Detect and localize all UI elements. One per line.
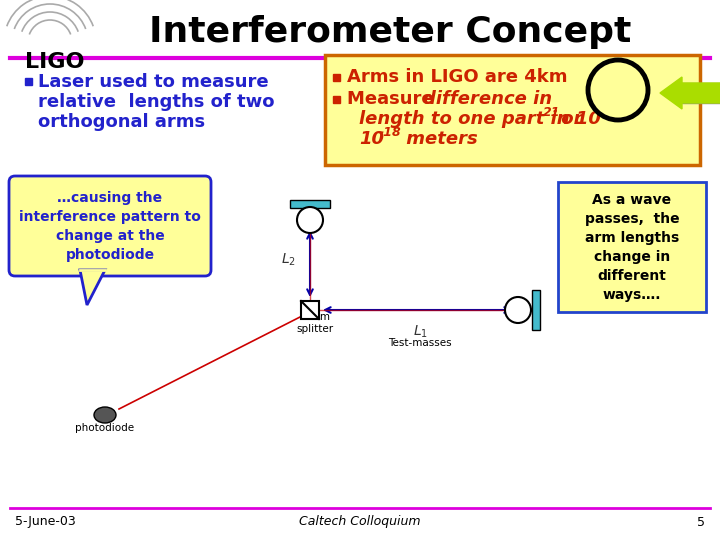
Bar — [290, 200, 330, 208]
Text: $L_2$: $L_2$ — [281, 252, 295, 268]
Text: Beam
splitter: Beam splitter — [297, 313, 333, 334]
Text: length to one part in 10: length to one part in 10 — [359, 110, 601, 128]
FancyArrow shape — [682, 83, 720, 103]
FancyBboxPatch shape — [325, 55, 700, 165]
Text: photodiode: photodiode — [66, 248, 155, 262]
Text: interference pattern to: interference pattern to — [19, 210, 201, 224]
Text: Arms in LIGO are 4km: Arms in LIGO are 4km — [347, 68, 567, 86]
Text: Interferometer Concept: Interferometer Concept — [149, 15, 631, 49]
Text: difference in: difference in — [423, 90, 552, 108]
Text: Test-masses: Test-masses — [388, 338, 452, 348]
Text: …causing the: …causing the — [58, 191, 163, 205]
FancyArrow shape — [660, 77, 720, 109]
Bar — [25, 78, 32, 85]
Text: change at the: change at the — [55, 229, 164, 243]
Text: Caltech Colloquium: Caltech Colloquium — [300, 516, 420, 529]
Text: different: different — [598, 269, 667, 283]
Text: 5-June-03: 5-June-03 — [15, 516, 76, 529]
Text: 21: 21 — [543, 105, 560, 118]
Bar — [333, 96, 340, 103]
Text: arm lengths: arm lengths — [585, 231, 679, 245]
Text: 5: 5 — [697, 516, 705, 529]
Bar — [333, 74, 340, 81]
Text: 10: 10 — [359, 130, 384, 148]
Text: -18: -18 — [379, 126, 402, 139]
Text: orthogonal arms: orthogonal arms — [38, 113, 205, 131]
Text: Laser used to measure: Laser used to measure — [38, 73, 269, 91]
Circle shape — [297, 207, 323, 233]
Text: photodiode: photodiode — [76, 423, 135, 433]
Bar — [532, 290, 540, 330]
Text: change in: change in — [594, 250, 670, 264]
Ellipse shape — [94, 407, 116, 423]
Circle shape — [505, 297, 531, 323]
Text: meters: meters — [400, 130, 478, 148]
FancyBboxPatch shape — [9, 176, 211, 276]
Text: or: or — [555, 110, 582, 128]
Polygon shape — [80, 270, 105, 305]
Text: ways….: ways…. — [603, 288, 661, 302]
FancyBboxPatch shape — [558, 182, 706, 312]
Text: $L_1$: $L_1$ — [413, 324, 428, 340]
Text: Measure: Measure — [347, 90, 446, 108]
Text: passes,  the: passes, the — [585, 212, 679, 226]
Text: LIGO: LIGO — [25, 52, 85, 72]
Text: As a wave: As a wave — [593, 193, 672, 207]
Text: relative  lengths of two: relative lengths of two — [38, 93, 274, 111]
Bar — [301, 301, 319, 319]
